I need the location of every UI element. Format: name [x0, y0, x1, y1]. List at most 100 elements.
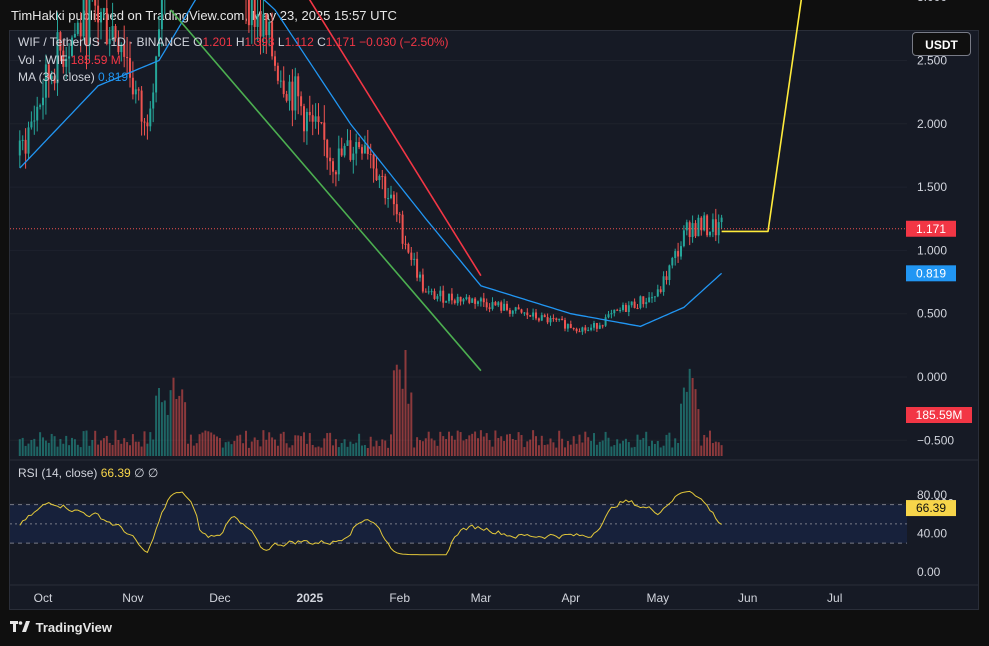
volume-bar: [494, 430, 497, 456]
volume-bar: [685, 391, 688, 456]
candle-body: [117, 38, 120, 53]
volume-bar: [88, 445, 91, 456]
candle-body: [474, 298, 477, 304]
volume-bar: [27, 443, 30, 456]
candle-body: [73, 33, 76, 38]
volume-bar: [680, 403, 682, 456]
candle-body: [450, 293, 453, 301]
open-label: O: [193, 35, 203, 49]
candle-body: [381, 176, 384, 178]
symbol-label[interactable]: WIF / TetherUS · 1D · BINANCE: [18, 35, 190, 49]
volume-bar: [47, 442, 50, 456]
candle-body: [642, 296, 645, 305]
volume-bar: [419, 440, 421, 456]
volume-label[interactable]: Vol · WIF: [18, 53, 68, 67]
volume-bar: [311, 444, 314, 456]
volume-bar: [227, 441, 230, 456]
candle-body: [601, 325, 604, 327]
candle-body: [448, 293, 450, 302]
volume-bar: [532, 430, 535, 456]
candle-body: [700, 217, 703, 231]
candle-body: [76, 22, 79, 34]
volume-bar: [198, 434, 201, 456]
candle-body: [47, 64, 50, 80]
price-axis: 5.0004.5004.0003.5003.0002.5002.0001.500…: [917, 0, 954, 511]
volume-bar: [155, 395, 158, 456]
volume-bar: [482, 436, 485, 456]
candle-body: [479, 298, 482, 302]
candle-body: [259, 14, 262, 37]
volume-bar: [152, 439, 155, 456]
volume-bar: [471, 433, 474, 456]
descending-support-line: [169, 9, 482, 372]
volume-bar: [665, 434, 668, 456]
volume-bar: [160, 402, 163, 456]
volume-bar: [230, 444, 233, 456]
volume-bar: [601, 440, 604, 456]
candle-body: [355, 142, 358, 154]
candle-body: [332, 161, 334, 172]
volume-bar: [100, 440, 102, 456]
candle-body: [282, 80, 285, 95]
candle-body: [714, 219, 717, 236]
candle-body: [627, 305, 630, 312]
candle-body: [526, 312, 529, 316]
volume-bar: [50, 433, 53, 456]
volume-bar: [575, 443, 578, 456]
time-tick-label: Mar: [471, 591, 492, 605]
rsi-band: [10, 504, 907, 544]
volume-bar: [82, 431, 85, 456]
candle-body: [401, 214, 404, 244]
volume-bar: [593, 433, 595, 456]
volume-bar: [97, 444, 100, 456]
candle-body: [297, 76, 300, 97]
volume-bar: [117, 439, 120, 456]
candle-body: [314, 116, 317, 122]
volume-bar: [595, 444, 598, 456]
volume-bar: [123, 438, 126, 456]
ma-label[interactable]: MA (30, close): [18, 70, 95, 84]
candle-body: [143, 121, 146, 123]
candle-body: [323, 122, 326, 140]
chart-frame[interactable]: [9, 30, 979, 610]
candle-body: [413, 258, 416, 260]
candle-body: [334, 171, 337, 175]
candle-body: [514, 307, 517, 311]
candle-body: [439, 290, 442, 297]
volume-bar: [355, 442, 358, 456]
volume-bar: [558, 430, 561, 456]
volume-bar: [21, 437, 24, 456]
candle-body: [709, 231, 711, 236]
volume-bar: [76, 444, 79, 456]
candle-body: [42, 97, 44, 106]
volume-bar: [439, 431, 442, 456]
volume-bar: [390, 434, 392, 456]
volume-bar: [384, 440, 387, 456]
candle-body: [711, 219, 714, 232]
candle-body: [656, 289, 659, 297]
volume-bar: [543, 444, 546, 456]
candle-body: [680, 246, 682, 257]
volume-bar: [526, 441, 529, 456]
volume-bar: [332, 445, 334, 456]
currency-button[interactable]: USDT: [912, 32, 971, 56]
volume-bar: [129, 445, 131, 456]
rsi-label[interactable]: RSI (14, close): [18, 466, 98, 480]
volume-bar: [366, 447, 369, 456]
volume-bar: [245, 430, 247, 456]
candle-body: [584, 327, 587, 331]
candle-body: [82, 0, 85, 37]
candle-body: [651, 297, 653, 299]
candle-body: [305, 111, 308, 132]
volume-bar: [192, 445, 195, 456]
candle-body: [485, 302, 488, 308]
volume-bar: [210, 432, 213, 456]
candle-body: [50, 76, 53, 80]
volume-bar: [682, 387, 685, 456]
projection-path: [721, 0, 803, 233]
candle-body: [390, 194, 392, 199]
candle-body: [36, 106, 39, 121]
volume-bar: [265, 439, 268, 456]
candle-body: [131, 77, 134, 95]
